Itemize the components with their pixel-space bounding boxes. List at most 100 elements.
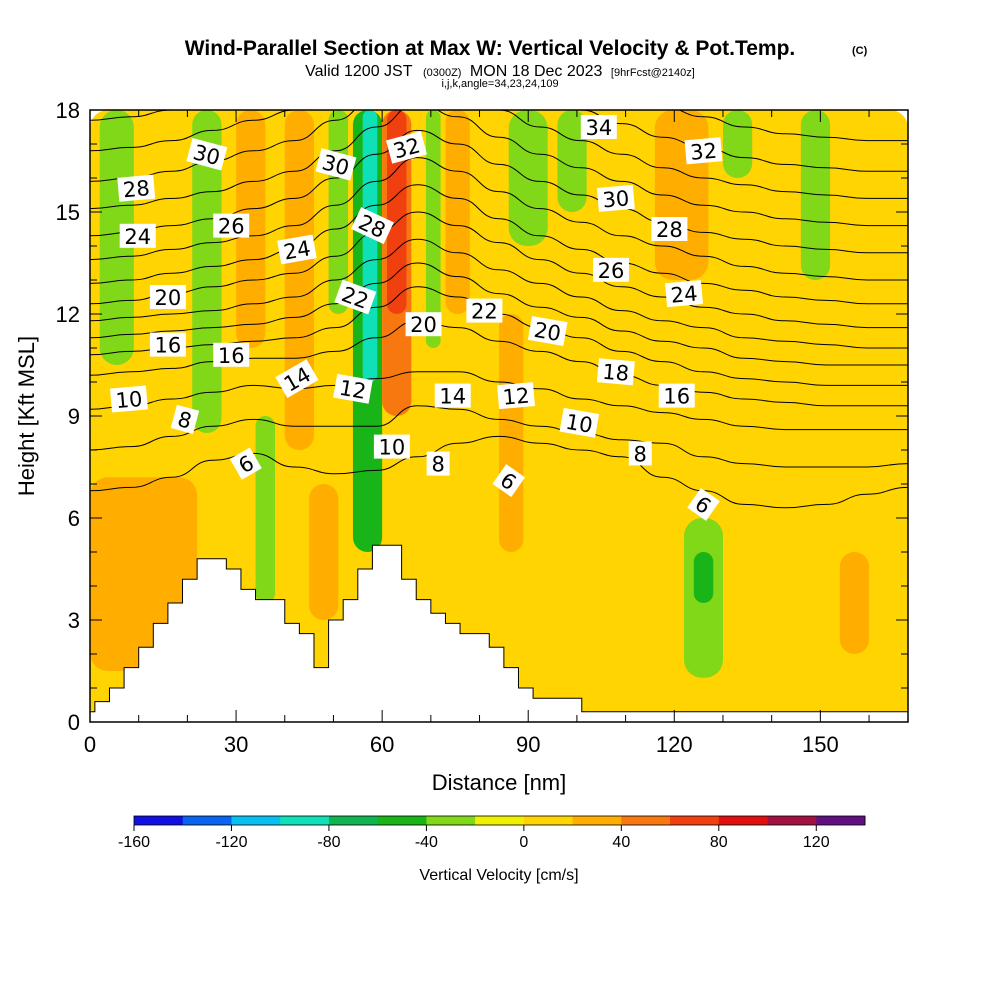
- velocity-band: [722, 110, 753, 178]
- y-tick-label: 3: [68, 608, 80, 633]
- contour-label: 20: [405, 312, 442, 337]
- contour-label-text: 8: [431, 453, 444, 477]
- y-tick-label: 18: [56, 98, 80, 123]
- colorbar-swatch: [426, 816, 476, 825]
- contour-label: 24: [277, 234, 317, 265]
- contour-label: 16: [213, 342, 250, 368]
- velocity-band: [362, 110, 378, 382]
- x-axis-label: Distance [nm]: [432, 770, 567, 795]
- contour-label: 18: [596, 358, 635, 386]
- colorbar-swatch: [231, 816, 281, 825]
- contour-label: 24: [665, 280, 704, 308]
- theta-contour-10: [90, 371, 908, 431]
- x-axis: 0 30 60 90 120 150: [84, 110, 870, 757]
- contour-label-text: 10: [564, 410, 594, 438]
- colorbar-swatch: [475, 816, 525, 825]
- contour-label-text: 26: [598, 259, 625, 283]
- theta-contour-30: [90, 110, 908, 199]
- contour-label-text: 24: [670, 281, 699, 307]
- velocity-band: [255, 416, 276, 603]
- contour-label: 16: [658, 383, 695, 409]
- contour-label: 28: [651, 217, 688, 242]
- contour-label-text: 30: [602, 186, 631, 212]
- y-tick-label: 6: [68, 506, 80, 531]
- subtitle-date: MON 18 Dec 2023: [470, 63, 603, 80]
- theta-contour-34: [90, 110, 908, 142]
- colorbar-swatch: [328, 816, 379, 825]
- contour-label-text: 12: [338, 376, 368, 404]
- x-tick-label: 120: [656, 732, 693, 757]
- velocity-band: [236, 110, 266, 348]
- theta-contour-8: [90, 405, 908, 468]
- velocity-shading: [90, 110, 908, 722]
- contour-label-text: 16: [663, 385, 690, 409]
- contour-label-text: 32: [689, 139, 718, 165]
- y-tick-label: 12: [56, 302, 80, 327]
- colorbar-swatch: [572, 816, 622, 825]
- colorbar-tick-label: -40: [415, 834, 438, 851]
- x-tick-label: 150: [802, 732, 839, 757]
- colorbar-tick-label: 0: [519, 834, 528, 851]
- contour-label: 32: [684, 137, 723, 165]
- contour-label: 20: [149, 285, 186, 310]
- contour-label: 10: [559, 407, 600, 438]
- contour-label: 26: [592, 257, 629, 283]
- x-tick-label: 90: [516, 732, 540, 757]
- contour-label: 8: [170, 404, 200, 434]
- contour-label-text: 14: [439, 385, 466, 409]
- contour-label: 6: [229, 447, 262, 480]
- contour-label-text: 24: [124, 225, 151, 249]
- x-tick-label: 30: [224, 732, 248, 757]
- colorbar: -160 -120 -80 -40 0 40 80 120: [118, 815, 866, 851]
- velocity-band: [284, 110, 314, 450]
- colorbar-tick-label: 40: [612, 834, 630, 851]
- velocity-band: [557, 110, 587, 212]
- contour-label-text: 20: [532, 318, 562, 346]
- chart-subtitle: Valid 1200 JST (0300Z) MON 18 Dec 2023 […: [305, 63, 695, 80]
- colorbar-swatch: [280, 816, 330, 825]
- subtitle-valid: Valid 1200 JST: [305, 63, 413, 80]
- colorbar-tick-label: -120: [215, 834, 247, 851]
- colorbar-tick-label: 80: [710, 834, 728, 851]
- x-tick-label: 0: [84, 732, 96, 757]
- colorbar-tick-label: -160: [118, 834, 150, 851]
- theta-contour-24: [90, 157, 908, 281]
- theta-contour-18: [90, 238, 908, 349]
- index-line: i,j,k,angle=34,23,24,109: [441, 78, 558, 90]
- x-tick-label: 60: [370, 732, 394, 757]
- velocity-band: [693, 552, 714, 603]
- colorbar-swatch: [767, 816, 817, 825]
- contour-label-text: 10: [115, 387, 144, 413]
- velocity-band: [99, 110, 134, 365]
- plot-area: [90, 110, 908, 722]
- colorbar-swatch: [670, 816, 720, 825]
- velocity-band: [508, 110, 548, 246]
- contour-label: 30: [596, 184, 635, 213]
- theta-contour-20: [90, 211, 908, 329]
- theta-contour-32: [90, 110, 908, 172]
- theta-contour-22: [90, 184, 908, 305]
- velocity-band: [839, 552, 870, 654]
- contour-label-text: 28: [122, 176, 151, 202]
- y-tick-label: 0: [68, 710, 80, 735]
- subtitle-utc: (0300Z): [423, 67, 462, 79]
- contour-label: 24: [119, 223, 156, 249]
- chart-title-mark: (C): [852, 45, 868, 57]
- contour-label-text: 24: [282, 236, 312, 264]
- colorbar-frame: [133, 815, 866, 826]
- colorbar-swatch: [182, 816, 232, 825]
- contour-label: 20: [527, 316, 568, 346]
- contour-label: 16: [149, 332, 186, 358]
- velocity-band: [445, 110, 470, 314]
- contour-label-text: 28: [656, 218, 683, 242]
- contour-label-text: 20: [410, 313, 437, 337]
- colorbar-swatch: [377, 816, 427, 825]
- contour-label-text: 8: [634, 442, 647, 466]
- contour-label-text: 26: [218, 215, 245, 239]
- contour-label: 14: [434, 383, 471, 409]
- theta-contour-6: [90, 435, 908, 509]
- subtitle-forecast: [9hrFcst@2140z]: [611, 67, 695, 79]
- contour-label-text: 18: [601, 360, 630, 386]
- contour-label: 26: [213, 213, 250, 239]
